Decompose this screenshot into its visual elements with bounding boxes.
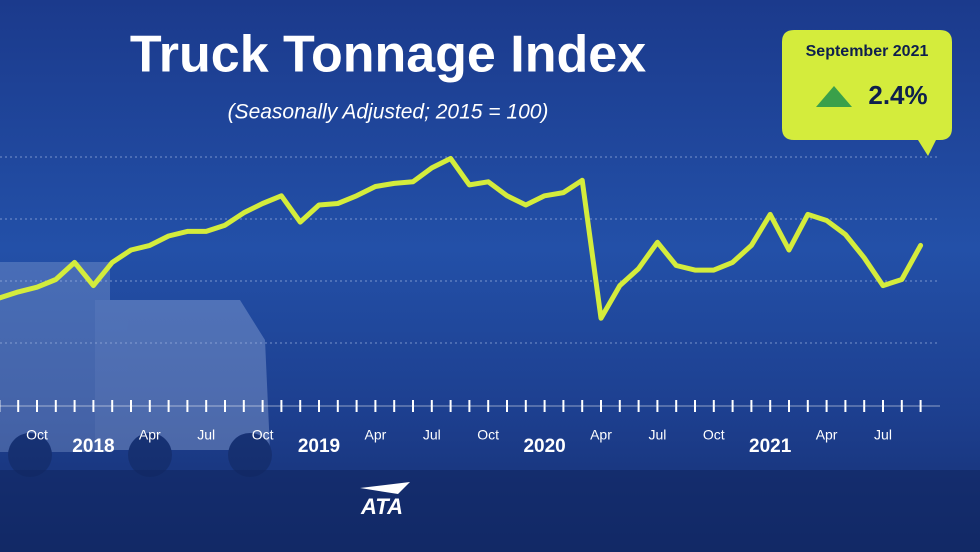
x-year-label: 2019 bbox=[298, 436, 340, 457]
x-month-label: Jul bbox=[648, 427, 666, 443]
logo-wing bbox=[360, 482, 410, 494]
x-month-label: Oct bbox=[703, 427, 725, 443]
x-month-label: Oct bbox=[252, 427, 274, 443]
callout-change: 2.4% bbox=[868, 80, 927, 110]
road bbox=[0, 470, 980, 552]
data-line bbox=[0, 156, 924, 321]
x-month-label: Oct bbox=[26, 427, 48, 443]
x-month-label: Jul bbox=[874, 427, 892, 443]
logo: ATA bbox=[360, 494, 403, 519]
x-month-label: Jul bbox=[423, 427, 441, 443]
x-month-label: Apr bbox=[365, 427, 387, 443]
x-year-label: 2021 bbox=[749, 436, 792, 457]
x-month-label: Apr bbox=[816, 427, 838, 443]
x-month-label: Oct bbox=[477, 427, 499, 443]
x-month-label: Apr bbox=[590, 427, 612, 443]
x-year-label: 2020 bbox=[523, 436, 565, 457]
x-month-label: Jul bbox=[197, 427, 215, 443]
x-year-label: 2018 bbox=[72, 436, 114, 457]
up-arrow bbox=[816, 86, 852, 107]
chart-title: Truck Tonnage Index bbox=[130, 26, 646, 84]
chart-subtitle: (Seasonally Adjusted; 2015 = 100) bbox=[228, 101, 549, 124]
x-month-label: Apr bbox=[139, 427, 161, 443]
callout-bubble bbox=[782, 30, 952, 156]
callout-period: September 2021 bbox=[806, 43, 929, 60]
